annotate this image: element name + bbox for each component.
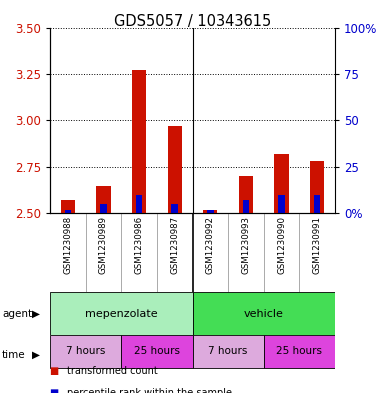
- Text: GSM1230990: GSM1230990: [277, 216, 286, 274]
- Bar: [50, 292, 192, 335]
- Bar: [243, 200, 249, 213]
- Text: time: time: [2, 350, 25, 360]
- Text: 25 hours: 25 hours: [134, 346, 180, 356]
- Text: transformed count: transformed count: [67, 366, 158, 376]
- Bar: [61, 200, 75, 213]
- Text: vehicle: vehicle: [244, 309, 284, 319]
- Text: GSM1230992: GSM1230992: [206, 216, 215, 274]
- Text: ■: ■: [50, 366, 62, 376]
- Text: ■: ■: [50, 388, 62, 393]
- Text: ▶: ▶: [32, 309, 40, 319]
- Bar: [203, 210, 218, 213]
- Bar: [171, 204, 178, 213]
- Bar: [121, 335, 192, 367]
- Bar: [136, 195, 142, 213]
- Bar: [100, 204, 107, 213]
- Bar: [65, 210, 71, 213]
- Bar: [275, 154, 289, 213]
- Text: 7 hours: 7 hours: [208, 346, 248, 356]
- Bar: [50, 335, 121, 367]
- Bar: [239, 176, 253, 213]
- Text: GSM1230991: GSM1230991: [313, 216, 321, 274]
- Text: 7 hours: 7 hours: [66, 346, 105, 356]
- Text: GSM1230988: GSM1230988: [64, 216, 72, 274]
- Bar: [192, 292, 335, 335]
- Text: agent: agent: [2, 309, 32, 319]
- Text: 25 hours: 25 hours: [276, 346, 322, 356]
- Bar: [167, 126, 182, 213]
- Bar: [207, 210, 214, 213]
- Text: percentile rank within the sample: percentile rank within the sample: [67, 388, 233, 393]
- Text: ▶: ▶: [32, 350, 40, 360]
- Text: GSM1230989: GSM1230989: [99, 216, 108, 274]
- Bar: [264, 335, 335, 367]
- Bar: [96, 185, 110, 213]
- Bar: [278, 195, 285, 213]
- Bar: [310, 162, 324, 213]
- Bar: [314, 195, 320, 213]
- Text: GSM1230993: GSM1230993: [241, 216, 250, 274]
- Bar: [132, 70, 146, 213]
- Text: GSM1230986: GSM1230986: [135, 216, 144, 274]
- Text: GSM1230987: GSM1230987: [170, 216, 179, 274]
- Text: GDS5057 / 10343615: GDS5057 / 10343615: [114, 14, 271, 29]
- Text: mepenzolate: mepenzolate: [85, 309, 157, 319]
- Bar: [192, 335, 264, 367]
